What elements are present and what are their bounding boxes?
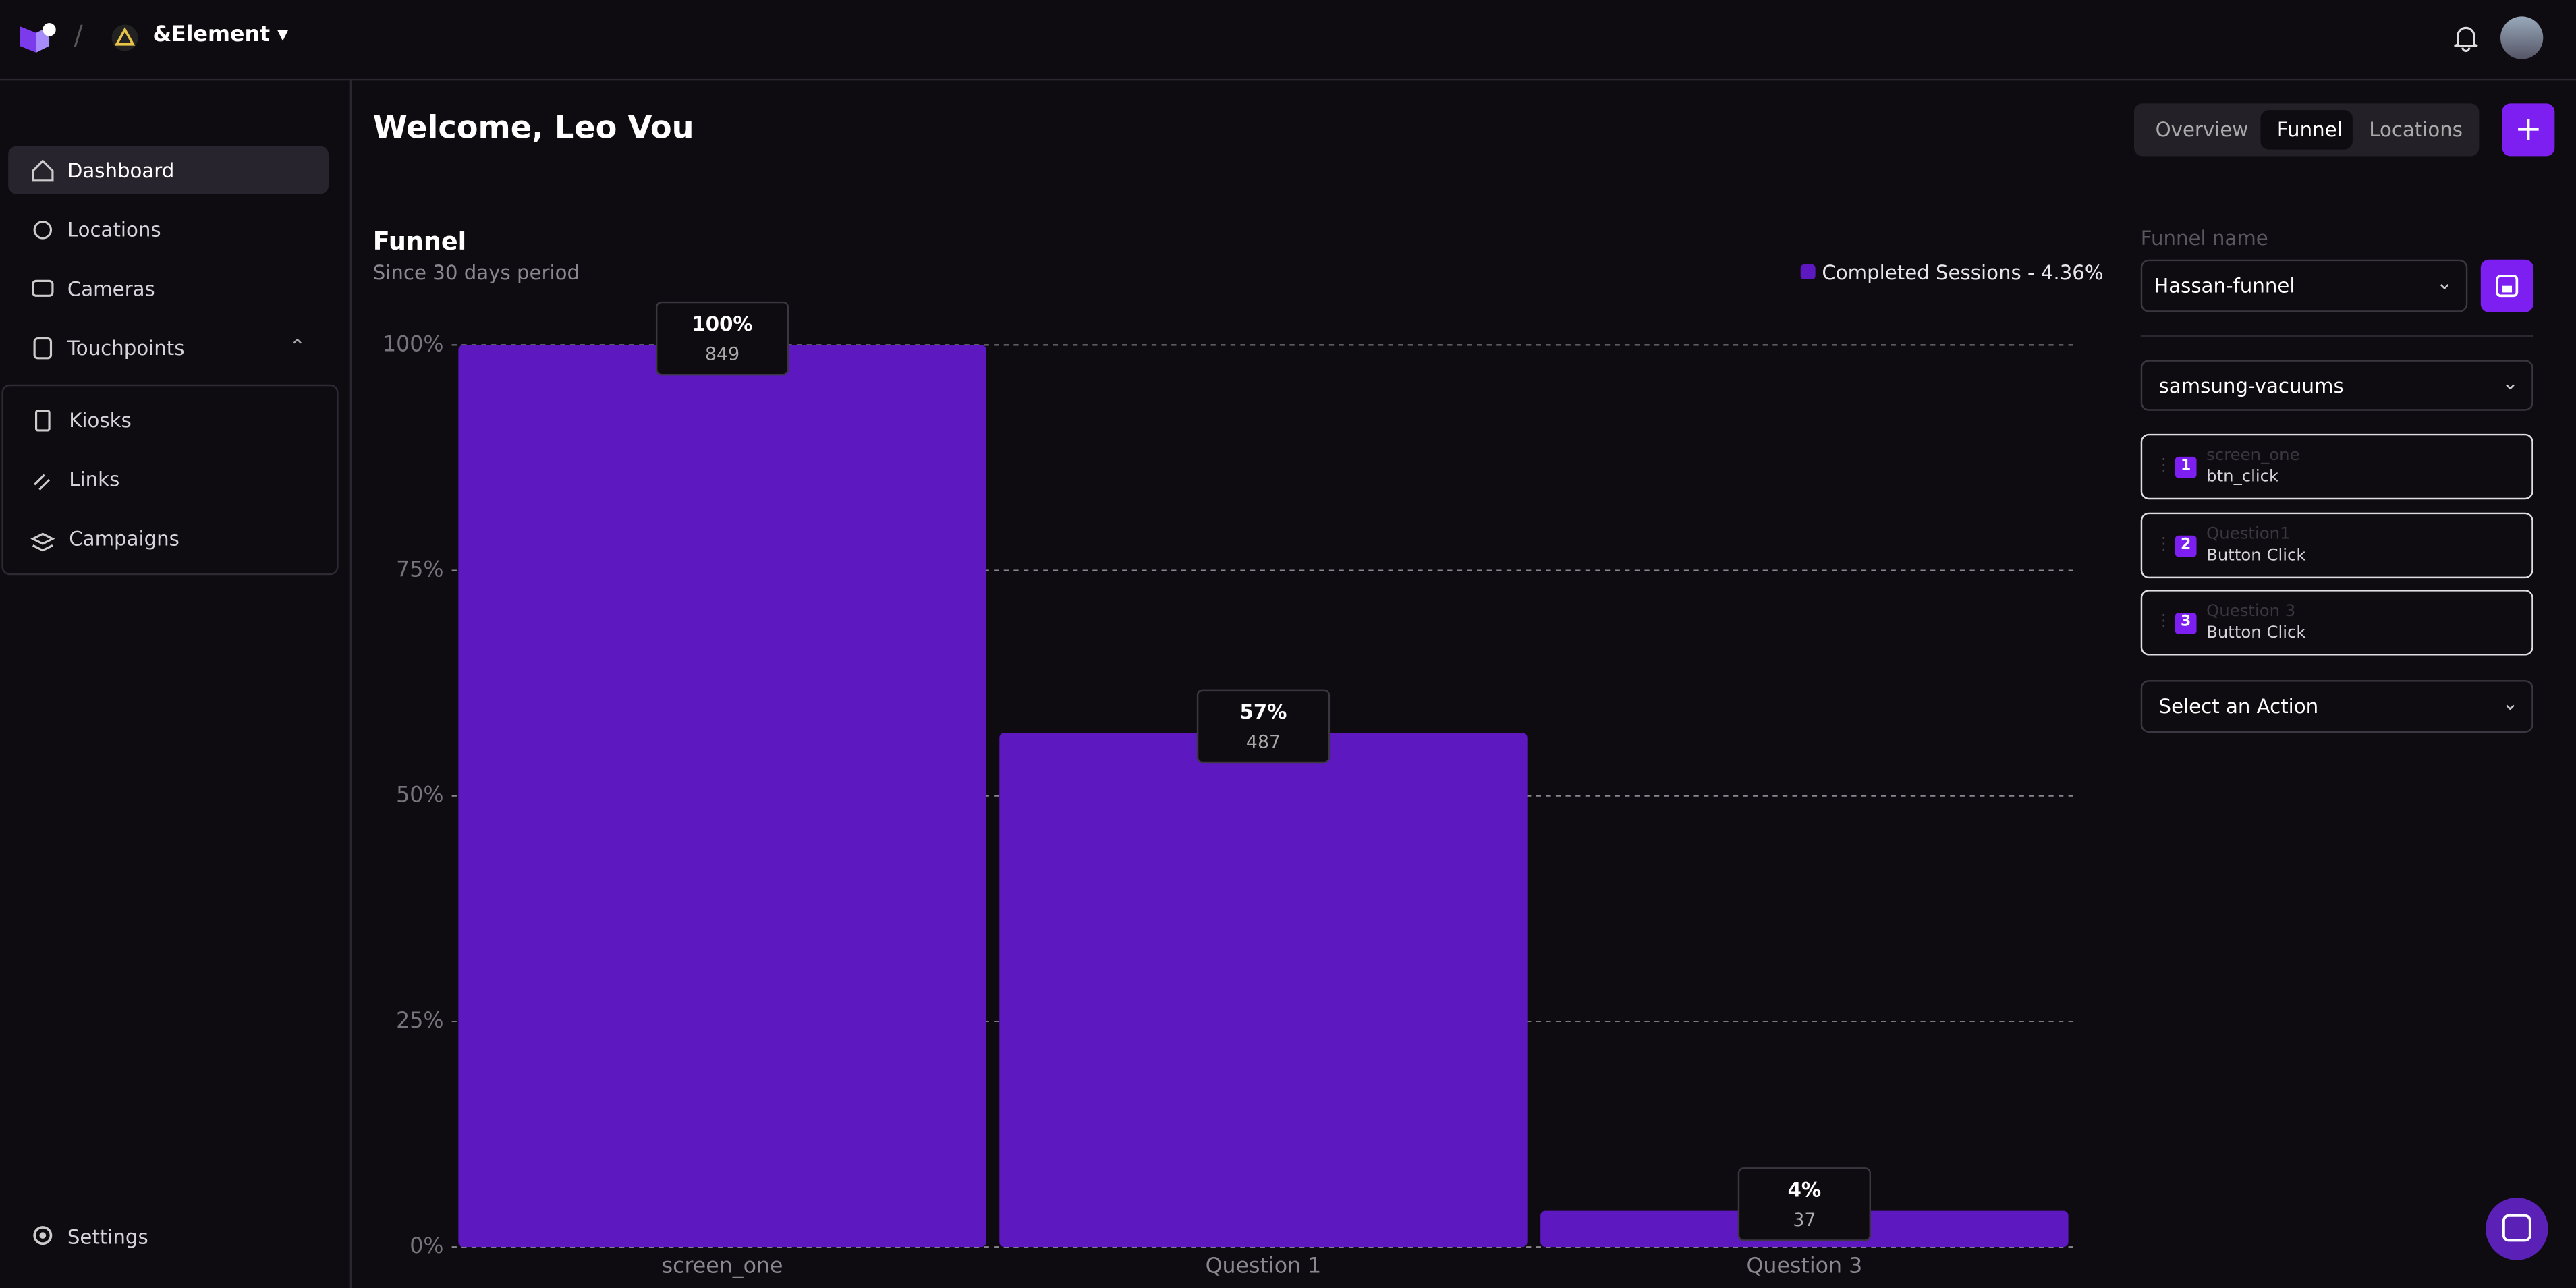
count-label: 37: [1793, 1210, 1816, 1231]
separator: /: [74, 20, 83, 51]
x-tick-label: Question 1: [1206, 1254, 1322, 1278]
value-label: 100%: [692, 312, 752, 335]
divider: [2140, 335, 2533, 337]
funnel-step[interactable]: ⋮⋮ 2 Question1 Button Click: [2140, 511, 2533, 578]
org-switcher[interactable]: &Element ▾: [152, 23, 289, 48]
step-screen: Question 3: [2206, 603, 2296, 621]
funnel-name: Hassan-funnel: [2154, 274, 2295, 298]
y-tick-label: 25%: [396, 1009, 443, 1033]
step-number: 2: [2175, 534, 2197, 557]
page-title: Welcome, Leo Vou: [372, 110, 694, 146]
step-number: 1: [2175, 456, 2197, 478]
settings-icon: [33, 1226, 53, 1245]
tab-active: [2260, 110, 2353, 150]
step-action: btn_click: [2206, 468, 2279, 486]
nav-item[interactable]: Kiosks: [69, 409, 132, 432]
count-label: 487: [1246, 731, 1281, 752]
legend: Completed Sessions - 4.36%: [1800, 261, 2104, 285]
chart-title: Funnel: [372, 227, 467, 256]
value-tooltip: 4%37: [1737, 1167, 1872, 1241]
tab[interactable]: Locations: [2369, 118, 2463, 142]
action-select[interactable]: Select an Action ⌄: [2140, 680, 2533, 733]
tooltip-box: [1196, 689, 1331, 764]
collapse-icon[interactable]: ⌃: [289, 335, 306, 358]
action-placeholder: Select an Action: [2158, 694, 2319, 719]
bar: [999, 733, 1528, 1248]
step-action: Button Click: [2206, 624, 2306, 643]
chat-button[interactable]: [2486, 1198, 2548, 1260]
bar: [458, 345, 986, 1248]
logo[interactable]: [16, 20, 56, 56]
nav-item[interactable]: Touchpoints: [67, 337, 185, 360]
y-tick-label: 0%: [410, 1234, 443, 1258]
nav-icons: [30, 159, 55, 552]
value-label: 4%: [1788, 1178, 1822, 1201]
add-button[interactable]: +: [2502, 103, 2555, 157]
legend-swatch: [1800, 264, 1816, 279]
source-select[interactable]: samsung-vacuums ⌄: [2140, 360, 2533, 411]
legend-label: Completed Sessions - 4.36%: [1822, 261, 2104, 285]
x-tick-label: screen_one: [662, 1254, 783, 1278]
step-screen: Question1: [2206, 524, 2291, 543]
nav-item[interactable]: Dashboard: [67, 159, 175, 183]
tab[interactable]: Overview: [2155, 118, 2249, 142]
sidebar-border: [349, 78, 352, 1288]
value-tooltip: 100% 849: [655, 301, 789, 376]
tooltip-box: [655, 301, 789, 376]
y-tick-label: 75%: [396, 558, 443, 582]
avatar[interactable]: [2500, 16, 2544, 59]
nav-item[interactable]: Cameras: [67, 277, 155, 301]
y-tick-label: 100%: [383, 332, 443, 356]
value-tooltip: 57%487: [1196, 689, 1331, 764]
step-number: 3: [2175, 613, 2197, 634]
y-tick-label: 50%: [396, 783, 443, 808]
nav-item[interactable]: Campaigns: [69, 527, 179, 551]
tooltip-box: [1737, 1167, 1872, 1241]
tab[interactable]: Funnel: [2276, 118, 2343, 142]
source: samsung-vacuums: [2158, 374, 2344, 398]
org-icon: [111, 24, 138, 51]
nav-item[interactable]: Links: [69, 468, 120, 492]
step-screen: screen_one: [2206, 447, 2300, 466]
field-label: Funnel name: [2140, 227, 2268, 250]
x-tick-label: Question 3: [1747, 1254, 1863, 1278]
save-button[interactable]: [2480, 259, 2533, 312]
chart-subtitle: Since 30 days period: [372, 261, 580, 285]
funnel-name-select[interactable]: Hassan-funnel ⌄: [2140, 259, 2468, 312]
step-action: Button Click: [2206, 546, 2306, 565]
funnel-step[interactable]: ⋮⋮ 1 screen_one btn_click: [2140, 433, 2533, 500]
funnel-step[interactable]: ⋮⋮ 3 Question 3 Button Click: [2140, 590, 2533, 656]
nav-item[interactable]: Locations: [67, 218, 161, 242]
nav-active: [8, 146, 329, 194]
topbar-border: [0, 78, 2576, 81]
notifications[interactable]: [2451, 23, 2481, 53]
value-label: 57%: [1240, 700, 1287, 723]
submenu: [1, 384, 339, 576]
count-label: 849: [705, 343, 739, 364]
org-name: &Element: [152, 23, 271, 48]
nav-item[interactable]: Settings: [67, 1225, 148, 1249]
